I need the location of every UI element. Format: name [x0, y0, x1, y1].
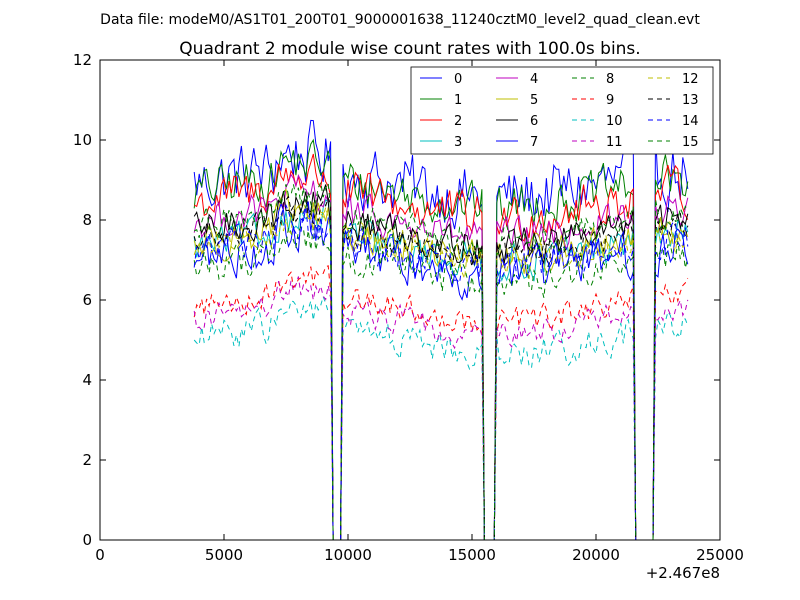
series-line-0 [193, 119, 689, 540]
legend-label-13: 13 [682, 93, 699, 108]
x-offset-label: +2.467e8 [646, 564, 720, 582]
y-tick-label: 8 [82, 211, 92, 229]
series-line-9 [193, 265, 689, 540]
legend-label-1: 1 [454, 93, 462, 108]
legend-box [410, 66, 714, 155]
series-line-7 [193, 201, 689, 540]
x-tick-label: 15000 [448, 546, 496, 564]
series-line-11 [193, 276, 689, 540]
series-line-15 [193, 180, 689, 540]
legend-label-7: 7 [530, 135, 538, 150]
legend-label-3: 3 [454, 135, 462, 150]
legend-label-11: 11 [606, 135, 623, 150]
y-tick-label: 4 [82, 371, 92, 389]
x-tick-label: 20000 [572, 546, 620, 564]
series-line-12 [193, 202, 688, 540]
series-line-2 [193, 153, 689, 540]
chart-title: Quadrant 2 module wise count rates with … [179, 39, 640, 59]
legend-label-10: 10 [606, 114, 623, 129]
series-line-6 [193, 184, 689, 540]
y-tick-label: 6 [82, 291, 92, 309]
x-tick-label: 25000 [696, 546, 744, 564]
legend-label-6: 6 [530, 114, 538, 129]
y-tick-label: 10 [73, 131, 92, 149]
x-tick-label: 10000 [324, 546, 372, 564]
legend-label-15: 15 [682, 135, 699, 150]
legend-label-12: 12 [682, 72, 699, 87]
series-line-8 [193, 225, 689, 540]
legend-label-0: 0 [454, 72, 462, 87]
legend-label-2: 2 [454, 114, 462, 129]
y-tick-label: 12 [73, 51, 92, 69]
series-line-10 [193, 295, 689, 540]
legend-label-14: 14 [682, 114, 699, 129]
legend-label-8: 8 [606, 72, 614, 87]
series-line-14 [193, 204, 689, 540]
x-tick-label: 0 [95, 546, 105, 564]
x-tick-label: 5000 [205, 546, 243, 564]
series-line-4 [193, 173, 689, 540]
legend-label-5: 5 [530, 93, 538, 108]
legend-label-9: 9 [606, 93, 614, 108]
y-tick-label: 0 [82, 531, 92, 549]
data-file-label: Data file: modeM0/AS1T01_200T01_90000016… [100, 12, 700, 28]
y-tick-label: 2 [82, 451, 92, 469]
series-layer [193, 119, 689, 540]
legend-label-4: 4 [530, 72, 538, 87]
